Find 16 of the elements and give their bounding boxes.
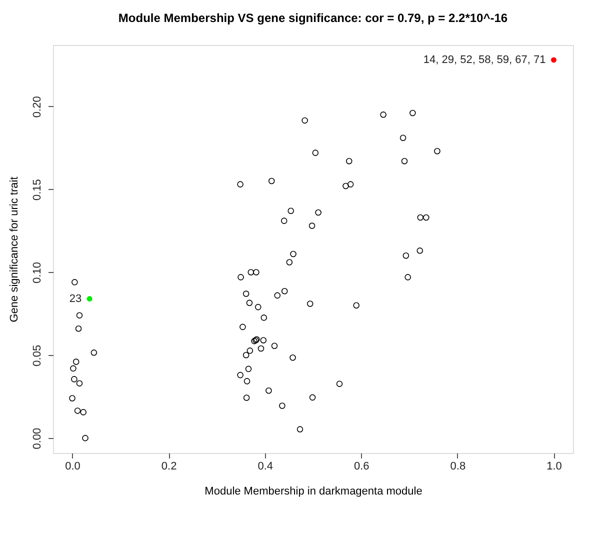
x-tick-label: 0.2	[161, 460, 177, 472]
y-tick-label: 0.15	[32, 179, 44, 201]
y-tick-label: 0.20	[32, 96, 44, 118]
x-axis-title: Module Membership in darkmagenta module	[204, 486, 422, 498]
annotation: 14, 29, 52, 58, 59, 67, 71	[423, 54, 546, 66]
x-tick-label: 1.0	[546, 460, 562, 472]
x-tick-label: 0.8	[450, 460, 466, 472]
y-tick-label: 0.00	[32, 428, 44, 450]
x-tick-label: 0.0	[65, 460, 80, 472]
chart-title: Module Membership VS gene significance: cor = 0.79, p = 2.2*10^-16	[118, 11, 508, 25]
x-tick-label: 0.6	[354, 460, 370, 472]
x-tick-label: 0.4	[258, 460, 273, 472]
annotation: 23	[69, 292, 82, 305]
y-axis-title: Gene significance for uric trait	[8, 176, 20, 322]
y-tick-label: 0.10	[32, 262, 44, 284]
y-tick-label: 0.05	[32, 344, 44, 366]
